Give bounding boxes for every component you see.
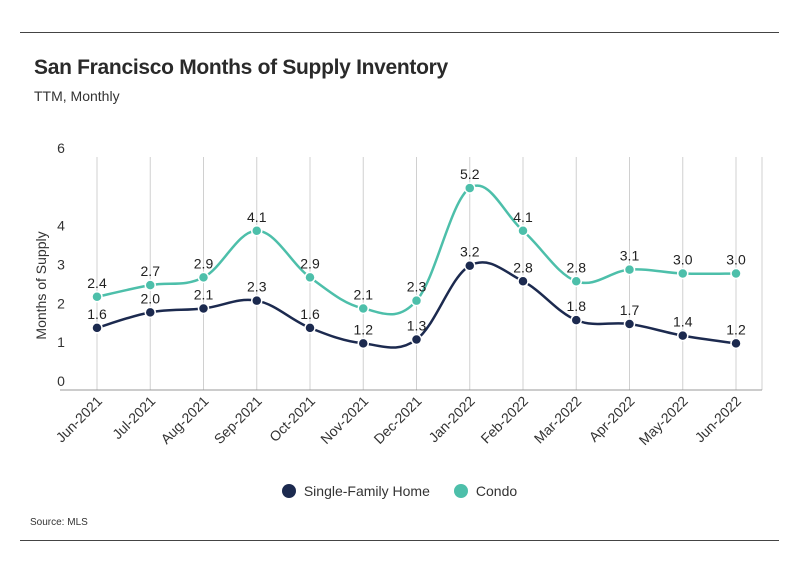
y-tick-label: 3 <box>57 257 65 273</box>
data-label-single-family: 1.7 <box>620 302 640 318</box>
x-tick-label: Mar-2022 <box>531 393 585 447</box>
data-point-condo <box>570 275 582 288</box>
x-tick-label: Dec-2021 <box>370 393 424 447</box>
data-label-condo: 3.0 <box>726 252 746 268</box>
x-tick-label: May-2022 <box>636 393 691 448</box>
bottom-rule <box>20 540 779 541</box>
legend-item-condo[interactable]: Condo <box>453 483 518 499</box>
data-point-condo <box>464 182 476 194</box>
data-point-single-family <box>251 294 263 307</box>
data-point-single-family <box>410 333 423 346</box>
y-tick-label: 2 <box>57 295 65 311</box>
data-label-condo: 3.0 <box>673 252 693 268</box>
data-point-condo <box>197 271 210 284</box>
data-point-single-family <box>623 318 636 330</box>
chart-title: San Francisco Months of Supply Inventory <box>34 56 448 79</box>
data-point-single-family <box>144 306 156 319</box>
data-point-condo <box>730 267 742 280</box>
x-tick-label: Oct-2021 <box>266 393 318 445</box>
data-label-single-family: 1.3 <box>407 318 427 334</box>
data-label-condo: 2.4 <box>87 275 107 291</box>
legend-item-single-family[interactable]: Single-Family Home <box>281 483 430 499</box>
data-label-single-family: 2.0 <box>141 290 161 306</box>
data-point-single-family <box>517 275 529 288</box>
data-label-condo: 2.3 <box>407 279 427 295</box>
data-label-single-family: 1.2 <box>354 321 374 337</box>
data-label-single-family: 3.2 <box>460 244 480 260</box>
data-point-single-family <box>677 329 689 342</box>
source-note: Source: MLS <box>30 517 88 528</box>
x-tick-label: Jan-2022 <box>425 393 478 446</box>
y-tick-label: 1 <box>57 334 65 350</box>
data-label-condo: 2.9 <box>300 255 320 271</box>
data-point-condo <box>623 263 636 276</box>
data-label-single-family: 1.2 <box>726 321 746 337</box>
x-tick-label: Feb-2022 <box>477 393 531 447</box>
x-tick-label: Apr-2022 <box>586 393 638 445</box>
data-point-single-family <box>357 337 369 350</box>
chart-subtitle: TTM, Monthly <box>34 88 120 104</box>
data-point-condo <box>91 291 103 303</box>
x-tick-label: Jun-2021 <box>53 393 106 446</box>
legend: Single-Family Home Condo <box>0 483 799 499</box>
data-point-single-family <box>91 322 103 334</box>
legend-swatch-condo <box>453 484 468 498</box>
data-label-condo: 3.1 <box>620 248 640 264</box>
data-point-condo <box>304 271 316 284</box>
data-label-single-family: 1.6 <box>300 306 320 322</box>
x-tick-label: Jun-2022 <box>692 393 745 446</box>
data-label-condo: 2.8 <box>567 259 587 275</box>
data-point-condo <box>357 302 369 315</box>
data-point-condo <box>251 225 263 237</box>
x-tick-label: Sep-2021 <box>211 393 265 447</box>
data-point-condo <box>144 279 156 291</box>
data-label-single-family: 2.3 <box>247 279 267 295</box>
data-point-single-family <box>730 337 742 350</box>
y-tick-label: 0 <box>57 373 65 389</box>
y-tick-label: 6 <box>57 140 65 156</box>
data-point-condo <box>410 294 423 307</box>
data-label-single-family: 2.1 <box>194 286 214 302</box>
data-label-single-family: 1.8 <box>567 298 587 314</box>
data-point-condo <box>677 267 689 280</box>
legend-label-single-family: Single-Family Home <box>303 483 430 499</box>
data-point-single-family <box>464 259 476 272</box>
data-point-single-family <box>197 302 210 315</box>
data-label-single-family: 2.8 <box>513 259 533 275</box>
data-point-condo <box>517 225 529 237</box>
data-point-single-family <box>570 314 582 326</box>
legend-swatch-single-family <box>281 484 296 498</box>
x-tick-label: Nov-2021 <box>317 393 371 447</box>
data-point-single-family <box>304 322 316 334</box>
x-tick-label: Jul-2021 <box>109 393 158 442</box>
data-label-condo: 2.7 <box>141 263 161 279</box>
legend-label-condo: Condo <box>475 483 518 499</box>
y-tick-label: 4 <box>57 218 65 234</box>
data-label-condo: 4.1 <box>513 209 533 225</box>
data-label-single-family: 1.6 <box>87 306 107 322</box>
data-label-condo: 2.9 <box>194 255 214 271</box>
data-label-condo: 2.1 <box>354 286 374 302</box>
data-label-single-family: 1.4 <box>673 314 693 330</box>
data-label-condo: 4.1 <box>247 209 267 225</box>
y-axis-label: Months of Supply <box>33 231 49 339</box>
data-label-condo: 5.2 <box>460 166 480 182</box>
x-tick-label: Aug-2021 <box>157 393 211 447</box>
top-rule <box>20 32 779 33</box>
